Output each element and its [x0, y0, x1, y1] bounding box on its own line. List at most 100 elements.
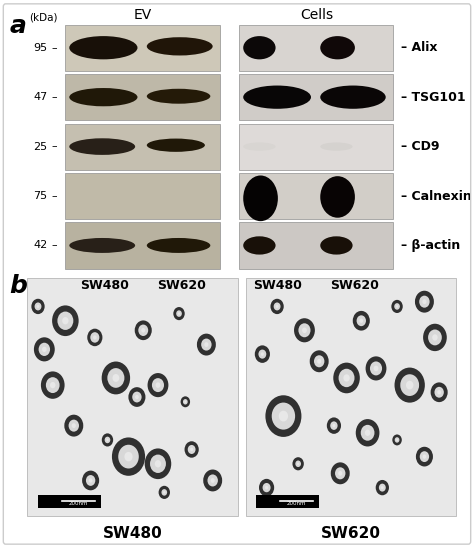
Circle shape [34, 337, 55, 362]
Circle shape [395, 437, 400, 443]
Circle shape [107, 368, 124, 388]
Circle shape [432, 334, 438, 341]
Circle shape [112, 437, 145, 476]
Circle shape [86, 475, 95, 486]
Text: –: – [51, 92, 57, 102]
Ellipse shape [243, 142, 275, 151]
Circle shape [333, 363, 360, 393]
Circle shape [112, 374, 119, 382]
Circle shape [87, 329, 102, 346]
Circle shape [299, 323, 310, 337]
Circle shape [292, 457, 304, 470]
Circle shape [31, 299, 45, 314]
Text: SW620: SW620 [330, 279, 379, 293]
Ellipse shape [69, 192, 137, 200]
Circle shape [338, 471, 342, 476]
Ellipse shape [69, 138, 135, 155]
Circle shape [396, 439, 398, 441]
Circle shape [184, 441, 199, 458]
Circle shape [394, 368, 425, 403]
Circle shape [356, 419, 380, 447]
Ellipse shape [147, 37, 213, 55]
Circle shape [422, 299, 427, 304]
Circle shape [392, 300, 403, 313]
Circle shape [314, 355, 324, 367]
Circle shape [159, 486, 170, 499]
Ellipse shape [69, 238, 135, 253]
Circle shape [392, 435, 402, 446]
Circle shape [356, 315, 366, 326]
Text: EV: EV [134, 8, 152, 22]
Circle shape [302, 328, 307, 333]
Bar [239, 173, 393, 219]
Text: – TSG101: – TSG101 [401, 90, 465, 104]
Ellipse shape [147, 89, 210, 104]
Circle shape [353, 311, 370, 330]
Bar [65, 74, 220, 120]
Circle shape [265, 486, 268, 489]
Circle shape [124, 452, 133, 461]
Circle shape [178, 312, 180, 315]
Circle shape [255, 345, 270, 363]
Circle shape [374, 366, 378, 371]
Ellipse shape [320, 142, 353, 151]
Circle shape [343, 374, 350, 381]
Circle shape [273, 302, 281, 310]
Circle shape [141, 328, 145, 333]
Circle shape [90, 332, 100, 342]
Text: –: – [51, 191, 57, 201]
Circle shape [132, 392, 142, 402]
Circle shape [258, 350, 266, 359]
Circle shape [183, 399, 188, 404]
Text: – Alix: – Alix [401, 41, 437, 54]
Circle shape [419, 451, 429, 462]
Circle shape [69, 420, 79, 432]
Circle shape [36, 305, 39, 308]
Circle shape [295, 460, 301, 467]
Ellipse shape [69, 88, 137, 106]
Circle shape [35, 302, 41, 310]
Bar [239, 74, 393, 120]
Bar [38, 495, 101, 508]
Circle shape [435, 387, 444, 398]
Circle shape [261, 352, 264, 356]
Bar [239, 222, 393, 269]
Ellipse shape [147, 238, 210, 253]
Circle shape [331, 463, 350, 484]
Circle shape [359, 318, 363, 323]
Circle shape [294, 318, 315, 342]
Circle shape [204, 342, 209, 347]
Circle shape [332, 424, 336, 427]
Circle shape [376, 480, 389, 495]
Text: (kDa): (kDa) [29, 13, 58, 22]
Circle shape [415, 290, 434, 312]
Circle shape [181, 396, 190, 407]
Ellipse shape [320, 36, 355, 59]
Circle shape [365, 356, 386, 380]
Circle shape [276, 305, 279, 308]
Text: a: a [9, 14, 27, 38]
Circle shape [135, 395, 139, 399]
Text: 200nm: 200nm [69, 501, 88, 506]
Ellipse shape [320, 236, 353, 255]
Circle shape [57, 311, 73, 330]
Text: –: – [51, 141, 57, 152]
Text: 47: 47 [33, 92, 47, 102]
Circle shape [423, 324, 447, 351]
Circle shape [370, 362, 382, 375]
Text: – β-actin: – β-actin [401, 239, 460, 252]
Circle shape [190, 448, 193, 452]
Circle shape [176, 310, 182, 317]
Circle shape [105, 437, 110, 443]
Circle shape [394, 303, 400, 310]
Circle shape [379, 484, 386, 492]
Circle shape [396, 305, 398, 308]
Circle shape [82, 471, 99, 490]
Circle shape [62, 317, 69, 324]
Circle shape [101, 362, 130, 395]
Circle shape [422, 454, 426, 459]
Text: 200nm: 200nm [287, 501, 306, 506]
Text: SW480: SW480 [103, 526, 163, 541]
Circle shape [64, 415, 83, 437]
Ellipse shape [243, 85, 311, 109]
